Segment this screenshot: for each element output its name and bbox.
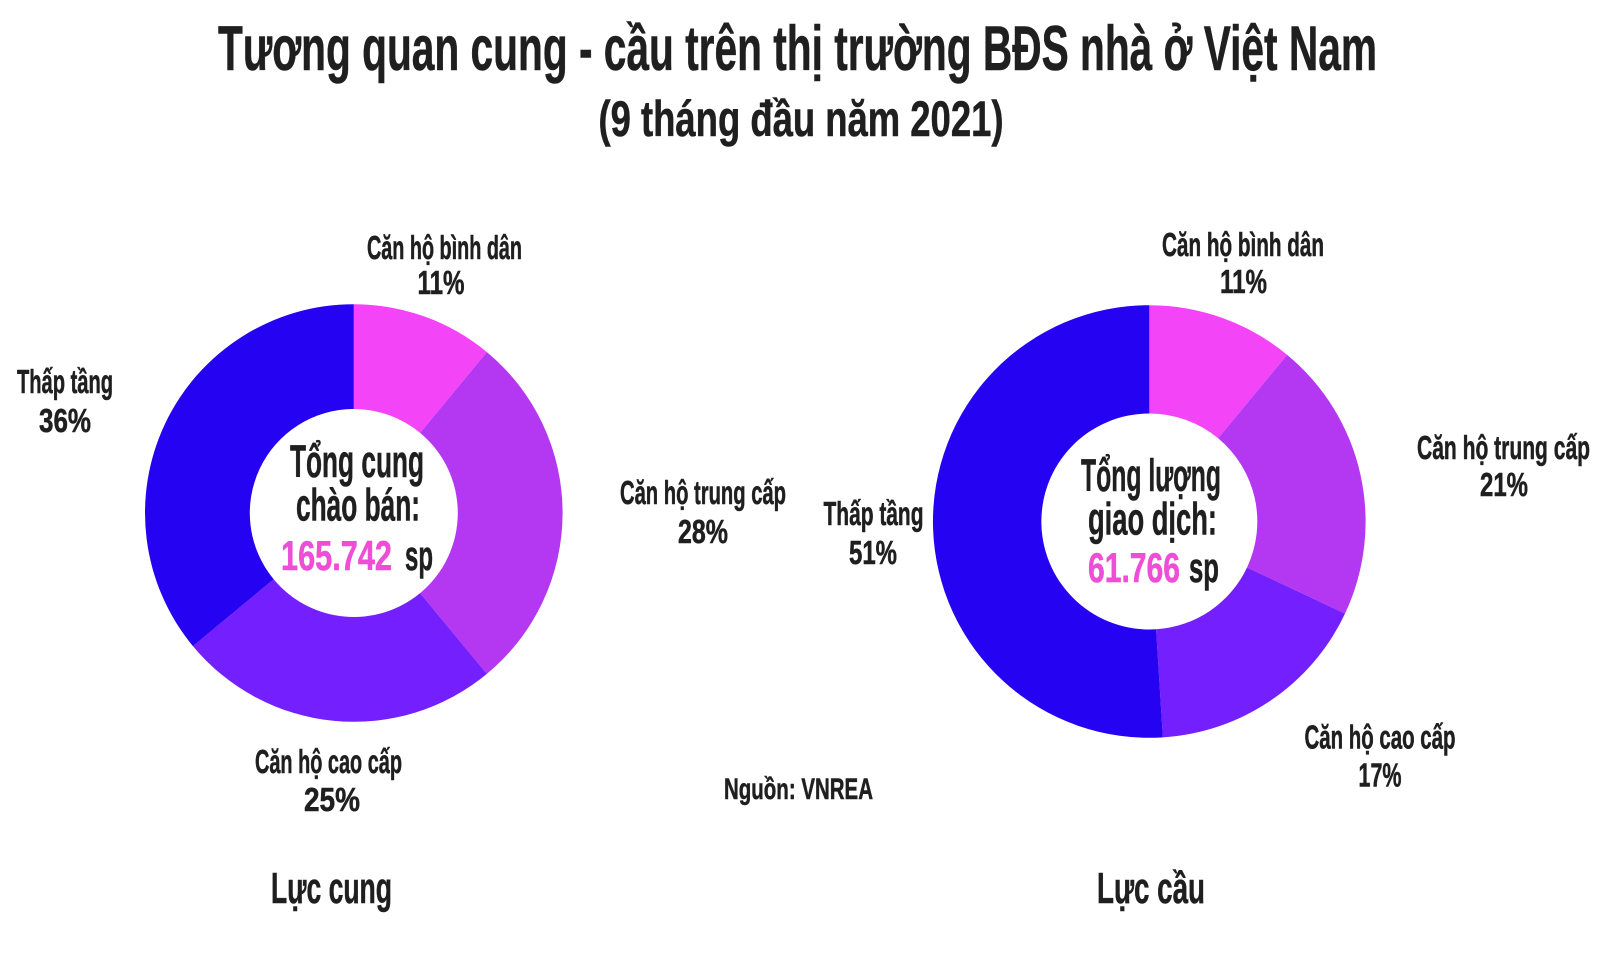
svg-text:17%: 17%: [1359, 757, 1402, 794]
svg-text:chào bán:: chào bán:: [296, 480, 420, 531]
svg-text:Tổng cung: Tổng cung: [290, 436, 424, 487]
svg-text:sp: sp: [405, 532, 433, 579]
svg-text:Lực cầu: Lực cầu: [1097, 864, 1205, 913]
svg-text:Thấp tầng: Thấp tầng: [824, 495, 924, 532]
svg-text:sp: sp: [1189, 544, 1219, 591]
svg-text:61.766: 61.766: [1088, 544, 1180, 591]
svg-text:Tương quan cung - cầu trên thị: Tương quan cung - cầu trên thị trường BĐ…: [218, 14, 1377, 84]
svg-text:11%: 11%: [418, 264, 465, 301]
svg-text:51%: 51%: [849, 534, 897, 571]
svg-text:Thấp tầng: Thấp tầng: [17, 363, 113, 400]
svg-text:Tổng lượng: Tổng lượng: [1081, 450, 1221, 501]
svg-text:Căn hộ cao cấp: Căn hộ cao cấp: [255, 743, 402, 780]
svg-text:Căn hộ trung cấp: Căn hộ trung cấp: [1417, 429, 1590, 466]
svg-text:165.742: 165.742: [281, 532, 392, 579]
svg-text:Lực cung: Lực cung: [271, 864, 392, 913]
svg-text:Căn hộ bình dân: Căn hộ bình dân: [367, 229, 522, 266]
svg-text:Căn hộ trung cấp: Căn hộ trung cấp: [620, 474, 786, 511]
svg-text:36%: 36%: [39, 402, 91, 439]
svg-text:Nguồn: VNREA: Nguồn: VNREA: [724, 773, 873, 806]
svg-text:11%: 11%: [1220, 263, 1267, 300]
svg-text:21%: 21%: [1480, 466, 1528, 503]
svg-text:Căn hộ bình dân: Căn hộ bình dân: [1162, 226, 1324, 263]
svg-text:(9 tháng đầu năm 2021): (9 tháng đầu năm 2021): [599, 91, 1004, 147]
svg-text:25%: 25%: [304, 781, 360, 818]
svg-text:28%: 28%: [678, 513, 728, 550]
svg-text:giao dịch:: giao dịch:: [1088, 494, 1217, 545]
svg-text:Căn hộ cao cấp: Căn hộ cao cấp: [1305, 719, 1456, 756]
